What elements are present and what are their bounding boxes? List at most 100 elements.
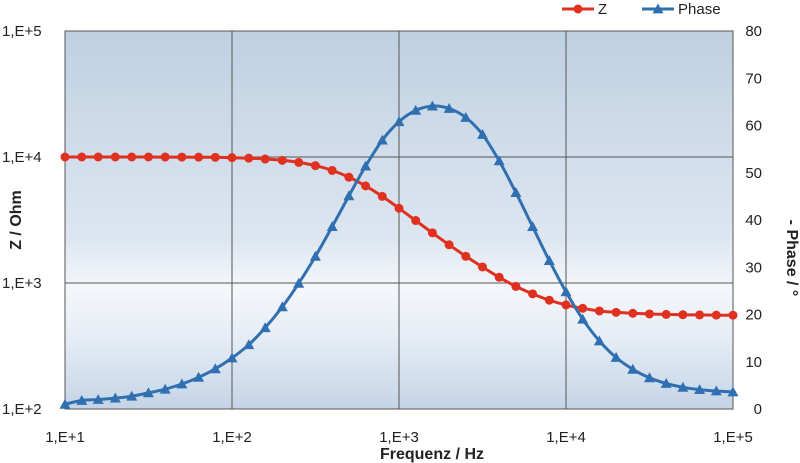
z-point (645, 309, 655, 319)
phase-point (443, 103, 455, 113)
z-point (427, 228, 437, 238)
z-point (477, 262, 487, 272)
z-point (177, 152, 187, 162)
y2-tick-label: 70 (745, 70, 762, 87)
z-point (127, 152, 137, 162)
z-point (544, 295, 554, 305)
phase-point (142, 387, 154, 398)
z-point (377, 191, 387, 201)
y2-tick-label: 50 (745, 165, 762, 182)
y-tick-label: 1,E+3 (2, 275, 42, 292)
z-point (728, 310, 738, 320)
phase-point (510, 187, 522, 197)
z-point (594, 306, 604, 316)
y-tick-label: 1,E+4 (2, 149, 42, 166)
phase-point (92, 394, 104, 404)
phase-point (109, 392, 121, 403)
phase-point (644, 372, 655, 383)
phase-point (577, 313, 589, 324)
phase-point (426, 100, 438, 111)
phase-point (360, 160, 372, 171)
phase-point (226, 352, 238, 363)
phase-point (460, 112, 472, 122)
x-tick-label: 1,E+1 (45, 429, 85, 446)
z-point (394, 203, 404, 213)
phase-point (727, 386, 739, 397)
x-tick-label: 1,E+5 (713, 429, 753, 446)
z-point (143, 152, 153, 162)
series-layer (59, 100, 739, 409)
phase-point (59, 398, 71, 409)
z-point (260, 154, 270, 164)
x-tick-label: 1,E+2 (212, 429, 252, 446)
phase-point (209, 363, 221, 374)
phase-point (76, 395, 88, 405)
legend-phase-marker (652, 3, 664, 14)
z-point (411, 216, 421, 226)
legend: Z Phase (562, 1, 721, 18)
phase-point (627, 363, 639, 374)
phase-point (309, 250, 321, 261)
phase-point (276, 301, 288, 312)
z-point (628, 308, 638, 318)
y2-tick-label: 80 (745, 23, 762, 40)
z-point (110, 152, 120, 162)
phase-point (477, 129, 488, 139)
phase-point (410, 104, 422, 115)
z-point (561, 300, 571, 310)
y2-tick-label: 60 (745, 118, 762, 135)
x-tick-label: 1,E+3 (379, 429, 419, 446)
y2-tick-label: 20 (745, 307, 762, 324)
phase-point (326, 221, 338, 231)
z-point (310, 161, 320, 171)
phase-point (293, 277, 305, 288)
y-axis-title: Z / Ohm (8, 190, 25, 250)
legend-phase-label: Phase (678, 1, 721, 18)
z-point (528, 289, 538, 299)
z-point (678, 310, 688, 320)
z-point (77, 152, 87, 162)
phase-point (376, 134, 388, 145)
x-axis-title: Frequenz / Hz (380, 446, 484, 463)
phase-point (126, 390, 138, 401)
z-point (461, 251, 471, 261)
z-point (294, 157, 304, 167)
phase-point (560, 286, 572, 297)
y2-tick-label: 30 (745, 259, 762, 276)
y2-axis-title: - Phase / ° (783, 220, 800, 297)
z-point (344, 172, 354, 182)
z-point (361, 181, 371, 191)
phase-point (527, 221, 539, 231)
z-point (661, 309, 671, 319)
phase-point (259, 322, 271, 333)
z-point (578, 303, 588, 313)
z-point (611, 307, 621, 317)
y2-tick-label: 10 (745, 354, 762, 371)
legend-z-marker (573, 4, 583, 14)
phase-point (710, 385, 722, 396)
phase-point (660, 378, 672, 388)
phase-point (176, 378, 188, 389)
phase-point (343, 190, 355, 201)
z-point (444, 240, 454, 250)
z-point (227, 153, 237, 163)
phase-point (694, 384, 706, 394)
legend-z-label: Z (598, 1, 607, 18)
phase-point (593, 335, 605, 346)
phase-point (243, 339, 255, 350)
x-tick-label: 1,E+4 (546, 429, 586, 446)
z-point (511, 281, 521, 291)
z-point (494, 272, 504, 282)
y2-tick-label: 40 (745, 212, 762, 229)
z-point (210, 152, 220, 162)
phase-point (193, 371, 205, 382)
z-point (695, 310, 705, 320)
phase-point (543, 255, 555, 265)
y-tick-label: 1,E+2 (2, 401, 42, 418)
tick-labels: 1,E+1 1,E+2 1,E+3 1,E+4 1,E+51,E+21,E+31,E+4… (2, 23, 762, 446)
phase-point (159, 383, 171, 394)
z-point (60, 152, 70, 162)
z-point (194, 152, 204, 162)
phase-point (493, 155, 505, 166)
